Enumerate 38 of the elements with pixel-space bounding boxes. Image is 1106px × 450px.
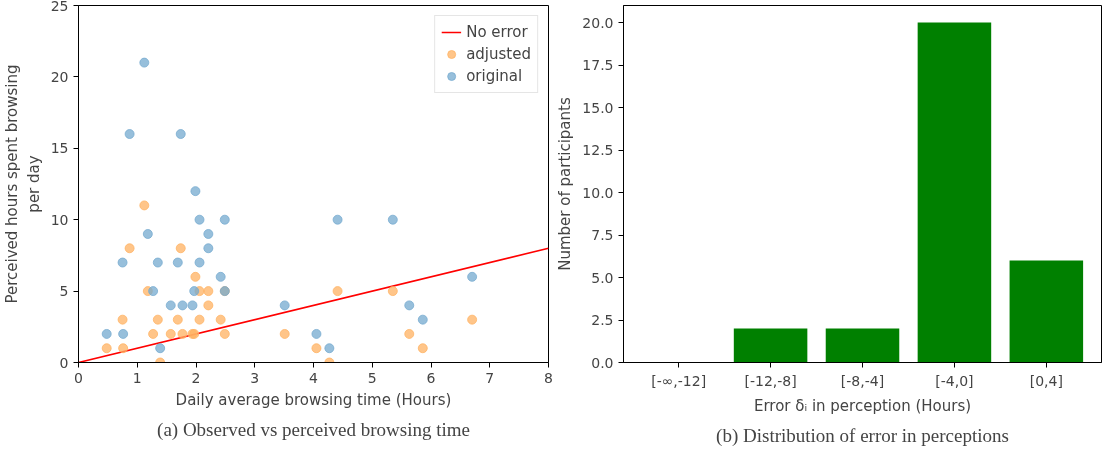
x-tick-label: 6 — [426, 369, 436, 386]
x-tick-label: [-∞,-12] — [651, 372, 707, 389]
x-tick-label: [0,4] — [1029, 372, 1063, 389]
y-tick-label: 7.5 — [591, 227, 614, 243]
legend-label: No error — [466, 23, 528, 41]
y-tick-label: 12.5 — [582, 142, 614, 158]
text: (a) Observed vs perceived browsing time — [157, 418, 470, 441]
y-tick-label: 0.0 — [591, 354, 614, 371]
legend-label: adjusted — [466, 45, 531, 63]
y-tick-label: 0 — [59, 354, 69, 371]
y-tick-label: 20 — [50, 68, 69, 85]
y-tick-label: 10.0 — [582, 184, 614, 201]
x-tick-label: [-12,-8] — [744, 372, 797, 389]
y-axis-title: Perceived hours spent browsing per day — [3, 64, 43, 304]
y-tick-label: 20.0 — [582, 14, 614, 31]
x-axis-title: Error δᵢ in perception (Hours) — [753, 396, 972, 415]
y-tick-label: 15.0 — [582, 99, 614, 116]
x-tick-label: 3 — [250, 369, 260, 386]
y-tick-label: 2.5 — [591, 312, 614, 328]
x-tick-label: 2 — [191, 369, 201, 386]
x-tick-label: 8 — [544, 369, 553, 386]
x-tick-label: 5 — [367, 369, 377, 386]
legend-label: original — [466, 67, 523, 85]
y-tick-label: 15 — [50, 140, 69, 157]
y-axis-title: Number of participants — [556, 97, 575, 271]
y-tick-label: 5 — [59, 283, 69, 300]
y-tick-label: 10 — [50, 211, 69, 228]
x-tick-label: [-8,-4] — [840, 372, 885, 389]
y-tick-label: 5.0 — [591, 269, 614, 286]
x-tick-label: [-4,0] — [935, 372, 974, 389]
x-tick-label: 0 — [74, 369, 83, 386]
x-axis-title: Daily average browsing time (Hours) — [175, 390, 452, 409]
text: (b) Distribution of error in perceptions — [716, 424, 1009, 447]
y-tick-label: 25 — [50, 0, 69, 14]
x-tick-label: 1 — [132, 369, 142, 386]
y-tick-label: 17.5 — [582, 57, 614, 73]
x-tick-label: 4 — [309, 369, 319, 386]
x-tick-label: 7 — [485, 369, 495, 386]
